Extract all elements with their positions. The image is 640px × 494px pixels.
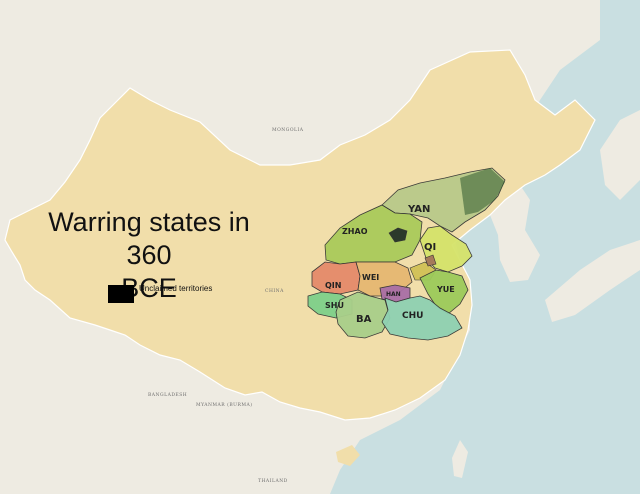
state-label-qin: QIN: [325, 281, 341, 290]
country-label-thailand: THAILAND: [258, 478, 288, 484]
country-label-bangladesh: BANGLADESH: [148, 392, 187, 398]
state-label-shu: SHU: [325, 301, 344, 310]
state-region-chu: [381, 295, 463, 341]
state-label-chu: CHU: [402, 311, 423, 321]
japan-land: [545, 240, 640, 322]
state-label-qi: QI: [424, 242, 436, 253]
state-label-yue: YUE: [436, 285, 455, 294]
japan-north: [600, 110, 640, 200]
country-label-china: CHINA: [265, 288, 284, 294]
warring-states-layer: [307, 167, 506, 341]
country-label-myanmar: MYANMAR (BURMA): [196, 401, 252, 408]
state-region-ba: [335, 291, 391, 339]
legend-swatch-unclaimed: [108, 285, 134, 303]
state-labels: YAN ZHAO QI QIN WEI HAN SHU BA CHU YUE: [325, 204, 455, 325]
state-label-zhao: ZHAO: [342, 227, 368, 236]
state-label-han: HAN: [386, 291, 401, 298]
legend-label-unclaimed: Unclaimed territories: [139, 284, 213, 293]
state-region-yan-east-hatch: [460, 168, 505, 215]
state-region-yue: [419, 269, 469, 315]
country-label-mongolia: MONGOLIA: [272, 127, 304, 133]
hainan: [336, 445, 360, 466]
state-label-wei: WEI: [362, 273, 379, 282]
taiwan: [452, 440, 468, 478]
state-region-lu: [424, 254, 437, 267]
state-label-yan: YAN: [407, 204, 430, 215]
state-label-ba: BA: [356, 314, 372, 325]
map-title-line1: Warring states in 360: [48, 207, 250, 270]
state-region-zhongshan: [388, 227, 408, 243]
